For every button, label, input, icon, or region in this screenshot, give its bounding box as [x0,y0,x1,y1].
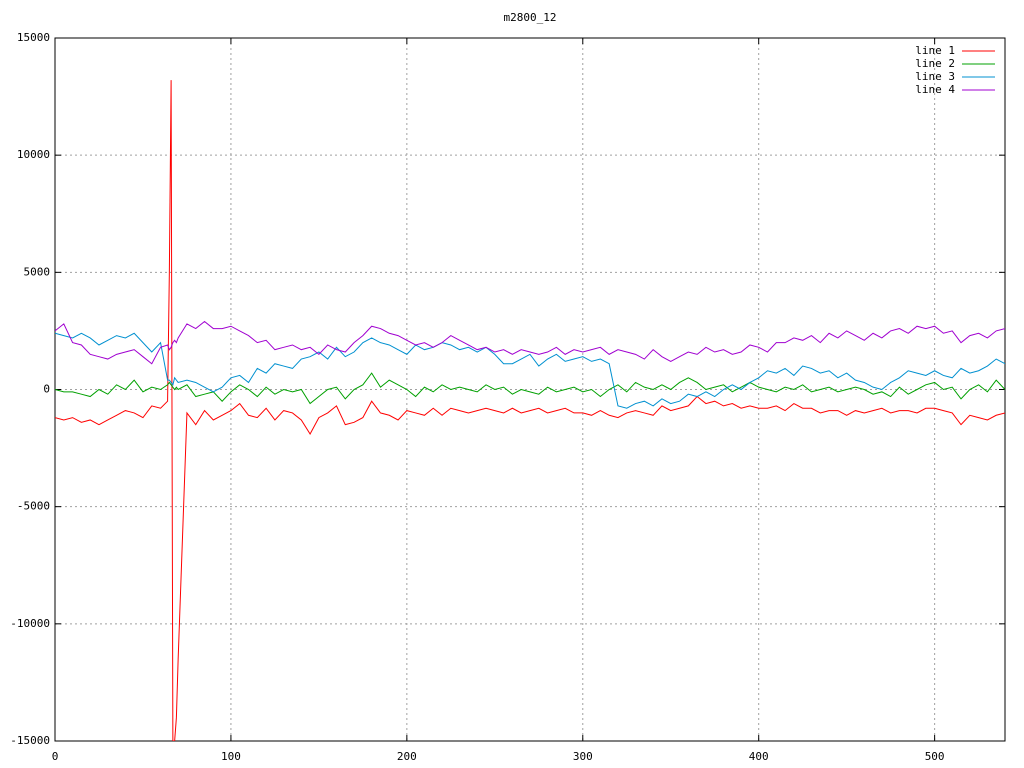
x-tick-label: 200 [397,750,417,763]
x-tick-label: 500 [925,750,945,763]
legend-label: line 1 [915,44,955,57]
data-line [55,80,1005,741]
y-tick-label: 10000 [17,148,50,161]
chart-title: m2800_12 [504,11,557,24]
y-tick-label: -10000 [10,617,50,630]
x-tick-label: 300 [573,750,593,763]
plot-area [55,80,1005,741]
y-tick-label: -5000 [17,500,50,513]
x-tick-label: 100 [221,750,241,763]
y-tick-label: 15000 [17,31,50,44]
x-tick-label: 400 [749,750,769,763]
y-tick-label: 0 [43,383,50,396]
legend-label: line 2 [915,57,955,70]
legend-label: line 4 [915,83,955,96]
x-tick-label: 0 [52,750,59,763]
y-tick-label: -15000 [10,734,50,747]
data-line [55,372,1005,405]
data-line [55,332,1005,409]
data-line [55,320,1005,365]
y-tick-label: 5000 [24,265,51,278]
legend-label: line 3 [915,70,955,83]
